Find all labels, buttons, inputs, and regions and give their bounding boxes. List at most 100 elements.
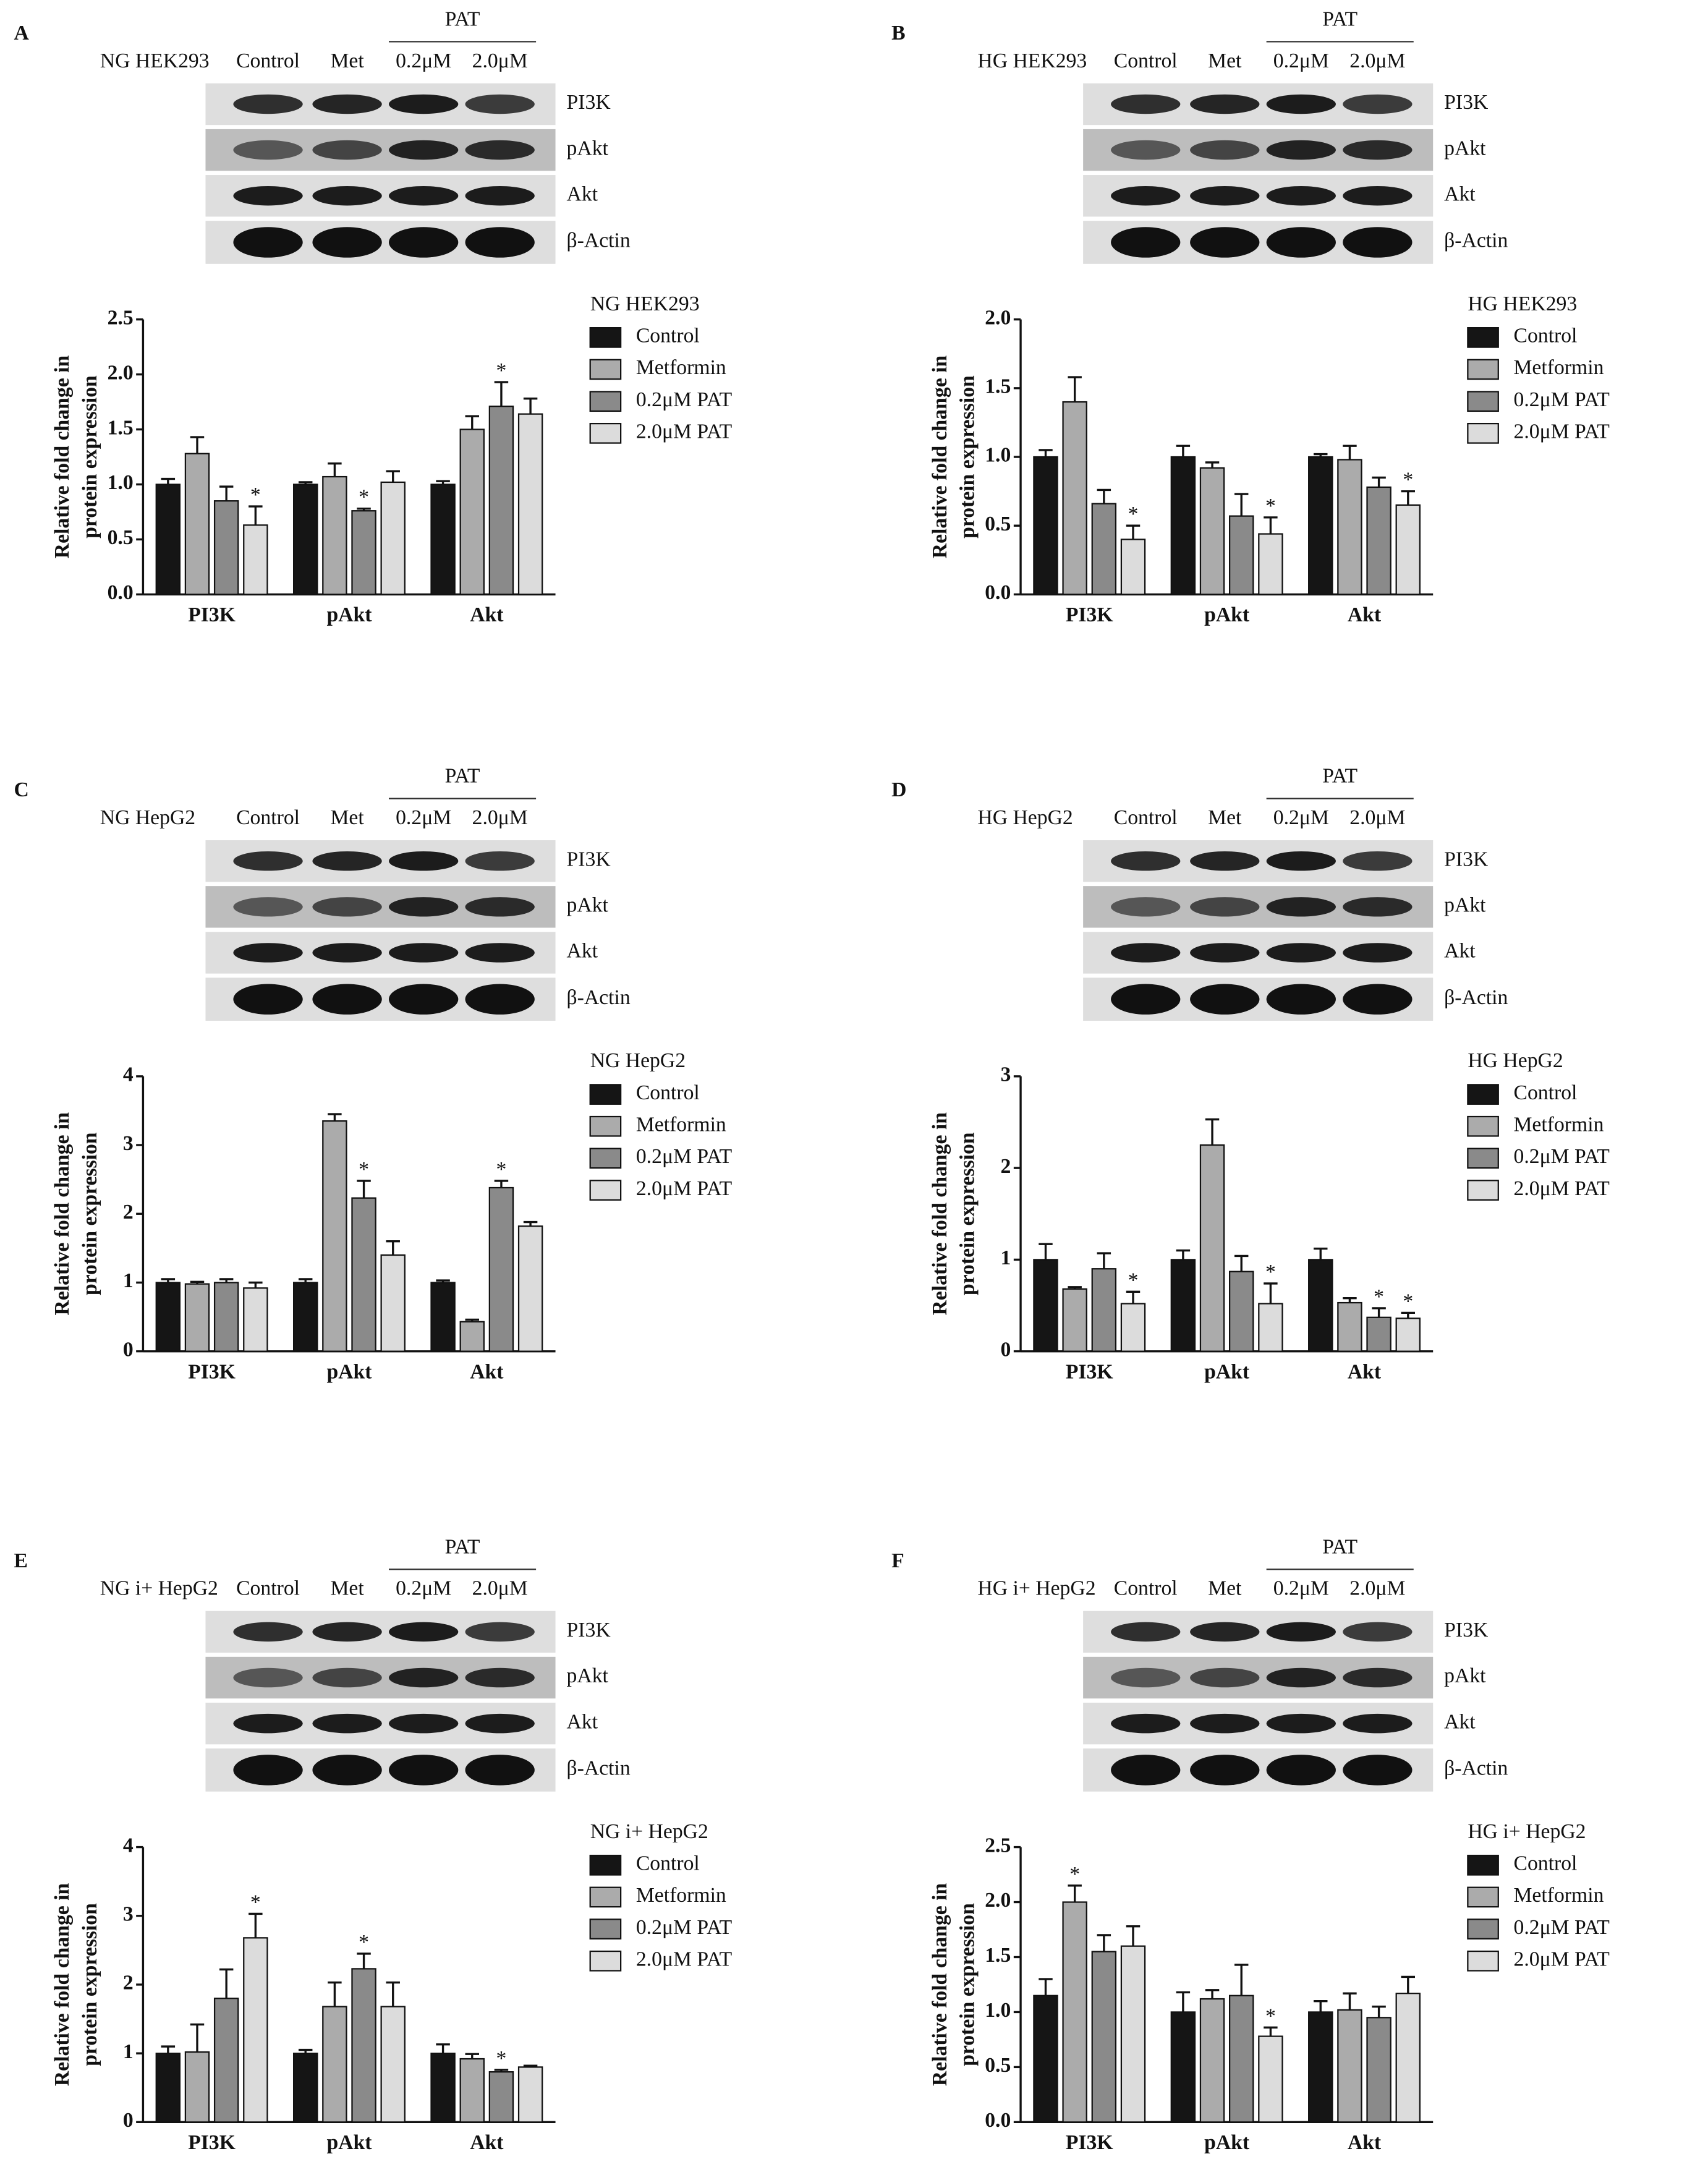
lane-label: 2.0μM (472, 806, 528, 829)
bar-chart: 0.0 0.5 1.0 1.5 2.0 2.5 Relative fold change i… (928, 1820, 1610, 2154)
bar (292, 483, 318, 595)
blot-band (1190, 984, 1260, 1015)
bar (213, 1998, 239, 2123)
blot-band (312, 186, 382, 206)
bar (459, 428, 485, 595)
y-tick-label: 1.5 (108, 416, 134, 439)
blot-band (1266, 1755, 1336, 1786)
lane-label: 2.0μM (472, 49, 528, 72)
blot-band (1190, 897, 1260, 917)
blot-band (388, 943, 459, 963)
blot-band (1190, 1713, 1260, 1734)
bar (1366, 1316, 1391, 1352)
x-tick-label: Akt (470, 603, 504, 626)
legend-label: 0.2μM PAT (1513, 388, 1610, 411)
blot-band (1266, 186, 1336, 206)
blot-band (233, 1622, 303, 1642)
blot-band (233, 140, 303, 160)
bar (1366, 2017, 1391, 2123)
blot-band (1190, 851, 1260, 871)
blot-band (465, 1755, 535, 1786)
lane-label: Met (330, 49, 364, 72)
x-tick-label: pAkt (326, 1360, 372, 1383)
band-label: PI3K (567, 1619, 611, 1641)
significance-mark: * (1265, 495, 1276, 517)
significance-mark: * (1128, 503, 1139, 526)
y-tick-label: 2.5 (108, 306, 134, 329)
x-tick-label: Akt (1348, 603, 1382, 626)
bar (184, 453, 210, 595)
bar (1228, 1271, 1254, 1352)
y-axis-label: protein expression (956, 1132, 979, 1295)
blot-band (312, 897, 382, 917)
x-tick-label: PI3K (188, 1360, 236, 1383)
blot-band (388, 227, 459, 258)
bar (1033, 456, 1058, 595)
bar (517, 413, 543, 595)
x-tick-label: pAkt (1204, 2131, 1250, 2154)
bar (517, 1225, 543, 1352)
bar (430, 1282, 456, 1352)
significance-mark: * (359, 486, 369, 509)
significance-mark: * (496, 1158, 507, 1181)
y-tick-label: 1.0 (985, 444, 1011, 467)
blot-band (1111, 1667, 1181, 1688)
blot-band (465, 851, 535, 871)
legend-label: 0.2μM PAT (636, 1916, 733, 1939)
blot-band (1190, 94, 1260, 114)
y-tick-label: 2.0 (108, 361, 134, 384)
lane-label: 2.0μM (1349, 1577, 1405, 1600)
cell-line-label: HG HepG2 (977, 806, 1073, 829)
bar-chart: 0.0 0.5 1.0 1.5 2.0 2.5 Relative fold change i… (51, 292, 733, 626)
band-label: PI3K (567, 848, 611, 871)
blot-band (465, 227, 535, 258)
band-label: PI3K (1444, 1619, 1488, 1641)
group-label: PAT (445, 1535, 480, 1558)
bar (1091, 1268, 1117, 1352)
blot-band (1343, 1755, 1413, 1786)
legend-swatch (589, 359, 622, 380)
band-label: pAkt (567, 894, 609, 917)
y-tick-label: 2 (123, 1201, 134, 1224)
legend-label: Control (1513, 1852, 1577, 1875)
cell-line-label: NG HEK293 (100, 49, 210, 72)
panel-letter: F (891, 1549, 904, 1572)
legend-label: 2.0μM PAT (1513, 1948, 1610, 1970)
significance-mark: * (1128, 1269, 1139, 1292)
band-label: pAkt (1444, 1664, 1486, 1687)
legend-title: NG HEK293 (590, 292, 700, 315)
bar (488, 1186, 514, 1352)
blot-band (1266, 851, 1336, 871)
blot-band (1111, 851, 1181, 871)
y-tick-label: 1 (1000, 1246, 1011, 1269)
blot-band (233, 227, 303, 258)
bar (1062, 401, 1087, 595)
blot-band (1111, 94, 1181, 114)
significance-mark: * (359, 1158, 369, 1181)
y-tick-label: 0.0 (985, 581, 1011, 604)
blot-band (1266, 94, 1336, 114)
lane-label: Control (1114, 49, 1178, 72)
lane-label: 2.0μM (472, 1577, 528, 1600)
blot-band (1111, 227, 1181, 258)
band-label: pAkt (567, 137, 609, 160)
legend-swatch (589, 1854, 622, 1876)
band-label: β-Actin (567, 1757, 631, 1780)
legend-swatch (589, 1115, 622, 1137)
y-axis-label: Relative fold change in (928, 356, 951, 559)
blot-band (388, 897, 459, 917)
blot-band (312, 984, 382, 1015)
blot-band (312, 851, 382, 871)
blot-band (233, 1755, 303, 1786)
band-label: Akt (1444, 182, 1476, 205)
blot-band (1111, 186, 1181, 206)
legend-label: Control (636, 325, 700, 347)
blot-band (1266, 140, 1336, 160)
bar (1170, 1259, 1196, 1352)
y-tick-label: 0.5 (108, 526, 134, 549)
x-tick-label: Akt (1348, 1360, 1382, 1383)
band-label: Akt (567, 1710, 598, 1733)
legend-label: Metformin (1513, 356, 1604, 379)
y-tick-label: 1.5 (985, 1944, 1011, 1967)
bar (1366, 486, 1391, 595)
